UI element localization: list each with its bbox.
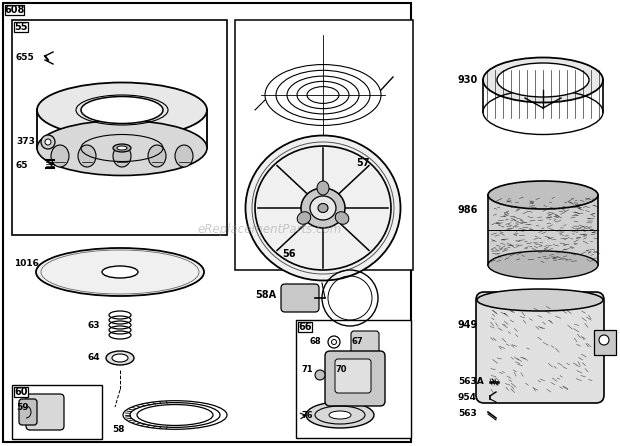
Bar (12, 385, 102, 439)
Ellipse shape (113, 144, 131, 152)
Ellipse shape (335, 212, 349, 224)
Ellipse shape (37, 83, 207, 137)
Ellipse shape (81, 96, 163, 124)
Text: 71: 71 (302, 366, 314, 375)
Bar (14, 387, 28, 397)
FancyBboxPatch shape (476, 292, 604, 403)
Text: 67: 67 (352, 338, 363, 347)
Text: 70: 70 (335, 366, 347, 375)
Text: 59: 59 (16, 404, 29, 413)
Bar (488, 195, 598, 265)
Text: eReplacementParts.com: eReplacementParts.com (198, 223, 342, 236)
Bar (14, 22, 28, 32)
Text: 563A: 563A (458, 377, 484, 387)
Bar (594, 330, 616, 355)
Text: 60: 60 (14, 387, 28, 397)
Ellipse shape (310, 196, 336, 220)
Text: 986: 986 (458, 205, 479, 215)
Circle shape (41, 135, 55, 149)
Ellipse shape (306, 402, 374, 428)
Text: 930: 930 (458, 75, 478, 85)
Bar (12, 20, 227, 235)
FancyBboxPatch shape (325, 351, 385, 406)
Ellipse shape (112, 354, 128, 362)
Text: 58: 58 (112, 425, 125, 434)
Ellipse shape (51, 145, 69, 167)
Ellipse shape (318, 203, 328, 212)
Ellipse shape (117, 146, 127, 150)
Text: 56: 56 (282, 249, 296, 259)
Text: 63: 63 (88, 321, 100, 330)
Text: 655: 655 (16, 54, 35, 62)
Text: 949: 949 (458, 320, 478, 330)
Text: 65: 65 (16, 161, 29, 169)
Bar (235, 20, 413, 270)
FancyBboxPatch shape (26, 394, 64, 430)
Text: 55: 55 (14, 22, 28, 32)
Bar (5, 5, 24, 15)
Bar (296, 320, 411, 438)
Bar (3, 3, 411, 442)
Ellipse shape (497, 63, 589, 97)
FancyBboxPatch shape (335, 359, 371, 393)
FancyBboxPatch shape (19, 399, 37, 425)
Bar (298, 322, 312, 332)
Text: 373: 373 (16, 137, 35, 146)
Ellipse shape (36, 248, 204, 296)
Circle shape (45, 139, 51, 145)
Ellipse shape (37, 120, 207, 175)
Ellipse shape (113, 145, 131, 167)
FancyBboxPatch shape (351, 331, 379, 355)
Ellipse shape (329, 411, 351, 419)
Ellipse shape (301, 188, 345, 228)
Text: 58A: 58A (255, 290, 276, 300)
Text: 66: 66 (298, 322, 312, 332)
Ellipse shape (297, 212, 311, 224)
FancyBboxPatch shape (281, 284, 319, 312)
Ellipse shape (106, 351, 134, 365)
Ellipse shape (317, 181, 329, 195)
Circle shape (315, 370, 325, 380)
Ellipse shape (246, 136, 401, 281)
Text: 76: 76 (302, 412, 314, 421)
Ellipse shape (175, 145, 193, 167)
Text: 608: 608 (4, 5, 25, 15)
Text: 57: 57 (356, 158, 370, 168)
Text: 68: 68 (310, 338, 322, 347)
Ellipse shape (488, 181, 598, 209)
Ellipse shape (102, 266, 138, 278)
Text: 954: 954 (458, 393, 477, 402)
Circle shape (599, 335, 609, 345)
Ellipse shape (488, 251, 598, 279)
Ellipse shape (477, 289, 603, 311)
Text: 563: 563 (458, 409, 477, 418)
Ellipse shape (483, 58, 603, 103)
Ellipse shape (78, 145, 96, 167)
Text: 64: 64 (88, 354, 100, 363)
Text: 1016: 1016 (14, 260, 39, 268)
Ellipse shape (148, 145, 166, 167)
